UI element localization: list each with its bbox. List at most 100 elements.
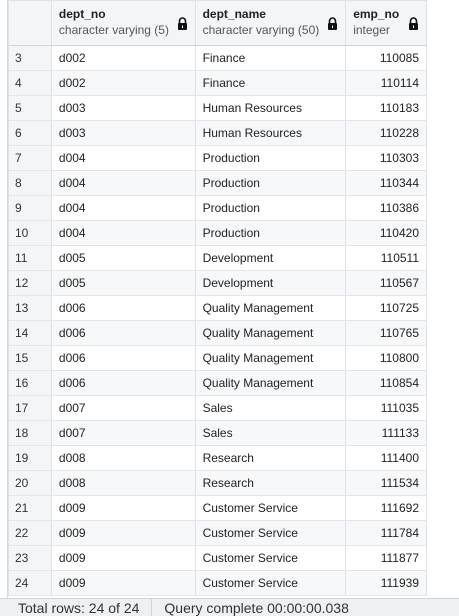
table-row[interactable]: 15 d006 Quality Management 110800 [9, 346, 427, 371]
emp-no-cell[interactable]: 110114 [346, 71, 427, 95]
table-row[interactable]: 8 d004 Production 110344 [9, 171, 427, 196]
dept-name-cell[interactable]: Sales [196, 421, 347, 445]
row-number-cell[interactable]: 8 [9, 171, 52, 195]
dept-no-cell[interactable]: d005 [52, 246, 196, 270]
table-row[interactable]: 13 d006 Quality Management 110725 [9, 296, 427, 321]
table-row[interactable]: 12 d005 Development 110567 [9, 271, 427, 296]
dept-name-cell[interactable]: Finance [196, 71, 347, 95]
dept-no-cell[interactable]: d002 [52, 46, 196, 70]
table-row[interactable]: 24 d009 Customer Service 111939 [9, 571, 427, 596]
row-number-cell[interactable]: 16 [9, 371, 52, 395]
dept-no-cell[interactable]: d004 [52, 196, 196, 220]
dept-name-cell[interactable]: Human Resources [196, 121, 347, 145]
dept-name-cell[interactable]: Finance [196, 46, 347, 70]
dept-name-cell[interactable]: Customer Service [196, 521, 347, 545]
emp-no-cell[interactable]: 111877 [346, 546, 427, 570]
dept-name-cell[interactable]: Production [196, 221, 347, 245]
emp-no-cell[interactable]: 110344 [346, 171, 427, 195]
dept-name-cell[interactable]: Quality Management [196, 321, 347, 345]
row-number-cell[interactable]: 19 [9, 446, 52, 470]
dept-name-cell[interactable]: Customer Service [196, 546, 347, 570]
emp-no-cell[interactable]: 111939 [346, 571, 427, 595]
row-number-cell[interactable]: 10 [9, 221, 52, 245]
emp-no-cell[interactable]: 111784 [346, 521, 427, 545]
dept-name-cell[interactable]: Production [196, 196, 347, 220]
row-number-cell[interactable]: 3 [9, 46, 52, 70]
dept-no-cell[interactable]: d004 [52, 171, 196, 195]
row-number-cell[interactable]: 7 [9, 146, 52, 170]
table-row[interactable]: 17 d007 Sales 111035 [9, 396, 427, 421]
row-number-cell[interactable]: 20 [9, 471, 52, 495]
row-number-cell[interactable]: 15 [9, 346, 52, 370]
emp-no-cell[interactable]: 111400 [346, 446, 427, 470]
emp-no-cell[interactable]: 111534 [346, 471, 427, 495]
emp-no-cell[interactable]: 110567 [346, 271, 427, 295]
table-row[interactable]: 22 d009 Customer Service 111784 [9, 521, 427, 546]
table-row[interactable]: 20 d008 Research 111534 [9, 471, 427, 496]
dept-no-cell[interactable]: d008 [52, 471, 196, 495]
dept-no-cell[interactable]: d009 [52, 496, 196, 520]
row-number-cell[interactable]: 4 [9, 71, 52, 95]
emp-no-cell[interactable]: 110085 [346, 46, 427, 70]
dept-no-cell[interactable]: d003 [52, 121, 196, 145]
emp-no-cell[interactable]: 110303 [346, 146, 427, 170]
dept-name-cell[interactable]: Sales [196, 396, 347, 420]
dept-name-cell[interactable]: Quality Management [196, 296, 347, 320]
table-row[interactable]: 7 d004 Production 110303 [9, 146, 427, 171]
emp-no-cell[interactable]: 110228 [346, 121, 427, 145]
row-number-cell[interactable]: 9 [9, 196, 52, 220]
table-row[interactable]: 14 d006 Quality Management 110765 [9, 321, 427, 346]
row-number-cell[interactable]: 21 [9, 496, 52, 520]
dept-name-cell[interactable]: Production [196, 171, 347, 195]
dept-name-cell[interactable]: Customer Service [196, 496, 347, 520]
table-row[interactable]: 9 d004 Production 110386 [9, 196, 427, 221]
row-number-cell[interactable]: 22 [9, 521, 52, 545]
row-number-cell[interactable]: 23 [9, 546, 52, 570]
row-number-cell[interactable]: 5 [9, 96, 52, 120]
emp-no-cell[interactable]: 110386 [346, 196, 427, 220]
dept-name-cell[interactable]: Development [196, 246, 347, 270]
column-header-emp-no[interactable]: emp_no integer [346, 1, 427, 45]
table-row[interactable]: 19 d008 Research 111400 [9, 446, 427, 471]
dept-name-cell[interactable]: Quality Management [196, 371, 347, 395]
dept-no-cell[interactable]: d007 [52, 421, 196, 445]
table-row[interactable]: 4 d002 Finance 110114 [9, 71, 427, 96]
dept-no-cell[interactable]: d004 [52, 221, 196, 245]
dept-name-cell[interactable]: Production [196, 146, 347, 170]
row-number-cell[interactable]: 18 [9, 421, 52, 445]
dept-no-cell[interactable]: d005 [52, 271, 196, 295]
table-row[interactable]: 16 d006 Quality Management 110854 [9, 371, 427, 396]
emp-no-cell[interactable]: 111133 [346, 421, 427, 445]
dept-name-cell[interactable]: Development [196, 271, 347, 295]
dept-no-cell[interactable]: d009 [52, 521, 196, 545]
dept-no-cell[interactable]: d006 [52, 346, 196, 370]
dept-no-cell[interactable]: d007 [52, 396, 196, 420]
dept-no-cell[interactable]: d009 [52, 546, 196, 570]
table-row[interactable]: 5 d003 Human Resources 110183 [9, 96, 427, 121]
emp-no-cell[interactable]: 110854 [346, 371, 427, 395]
dept-name-cell[interactable]: Research [196, 446, 347, 470]
emp-no-cell[interactable]: 110420 [346, 221, 427, 245]
dept-name-cell[interactable]: Human Resources [196, 96, 347, 120]
dept-no-cell[interactable]: d006 [52, 321, 196, 345]
row-number-cell[interactable]: 13 [9, 296, 52, 320]
dept-name-cell[interactable]: Customer Service [196, 571, 347, 595]
row-number-cell[interactable]: 24 [9, 571, 52, 595]
grid-scroll-area[interactable] [427, 0, 459, 598]
dept-no-cell[interactable]: d003 [52, 96, 196, 120]
emp-no-cell[interactable]: 111035 [346, 396, 427, 420]
dept-no-cell[interactable]: d004 [52, 146, 196, 170]
dept-no-cell[interactable]: d006 [52, 296, 196, 320]
column-header-dept-name[interactable]: dept_name character varying (50) [196, 1, 347, 45]
table-row[interactable]: 10 d004 Production 110420 [9, 221, 427, 246]
row-number-cell[interactable]: 12 [9, 271, 52, 295]
dept-no-cell[interactable]: d008 [52, 446, 196, 470]
emp-no-cell[interactable]: 110183 [346, 96, 427, 120]
emp-no-cell[interactable]: 110511 [346, 246, 427, 270]
table-row[interactable]: 6 d003 Human Resources 110228 [9, 121, 427, 146]
table-row[interactable]: 18 d007 Sales 111133 [9, 421, 427, 446]
dept-no-cell[interactable]: d002 [52, 71, 196, 95]
column-header-dept-no[interactable]: dept_no character varying (5) [52, 1, 196, 45]
row-number-cell[interactable]: 14 [9, 321, 52, 345]
emp-no-cell[interactable]: 110765 [346, 321, 427, 345]
